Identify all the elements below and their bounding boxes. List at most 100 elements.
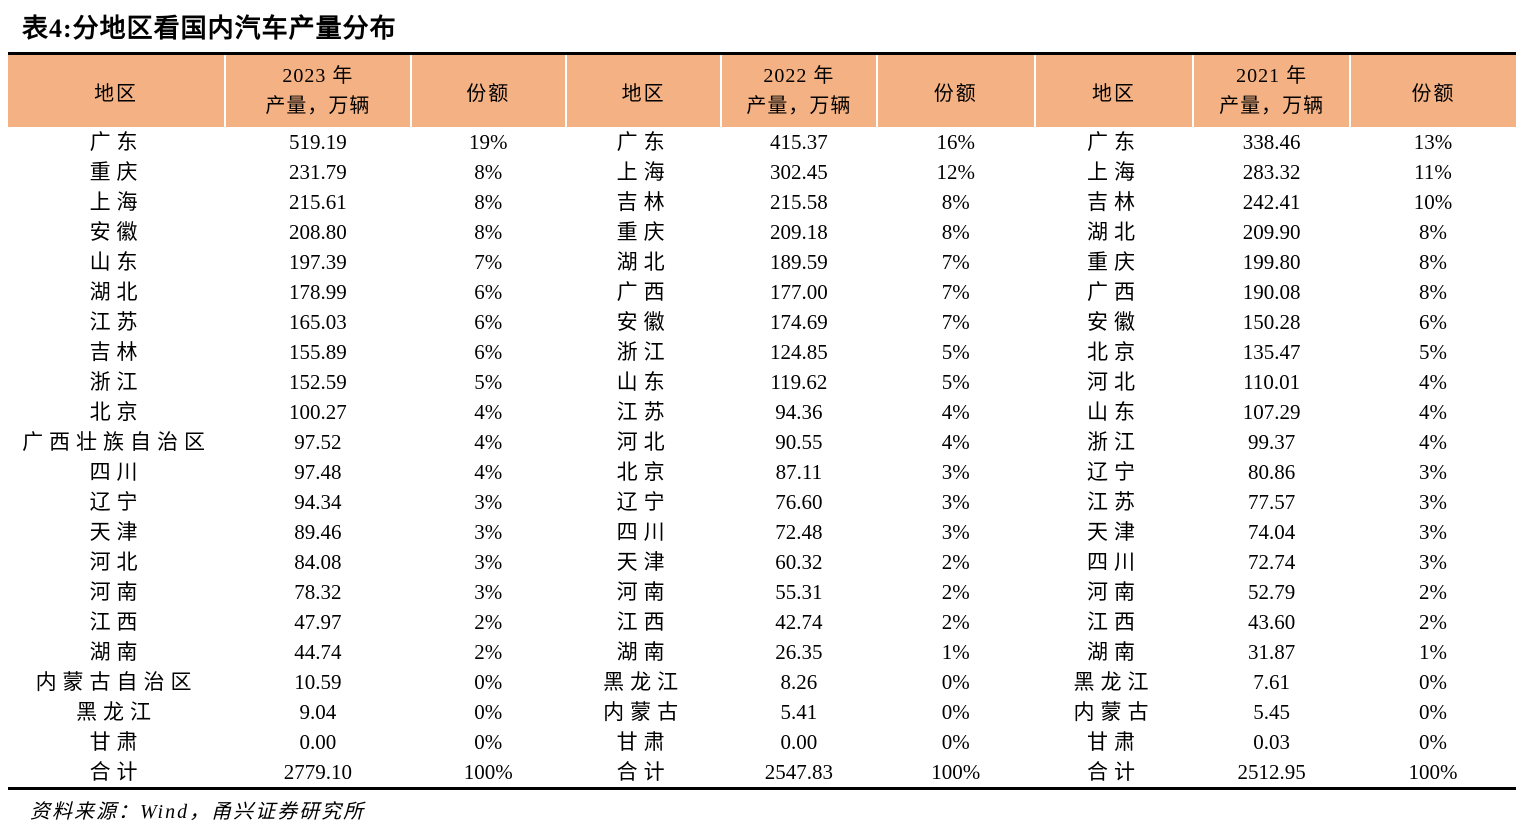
production-cell: 2547.83 [764, 760, 834, 784]
table-row: 湖北 178.99 6% 广西 177.00 7% 广西 190.08 8% [8, 277, 1516, 307]
production-cell: 99.37 [1247, 430, 1296, 454]
production-cell: 119.62 [770, 370, 828, 394]
region-cell: 上海 [616, 160, 671, 184]
region-cell: 黑龙江 [1073, 670, 1155, 694]
region-cell: 内蒙古自治区 [35, 670, 198, 694]
share-cell: 0% [1419, 700, 1448, 724]
production-cell: 2779.10 [283, 760, 352, 784]
table-body: 广东 519.19 19% 广东 415.37 16% 广东 338.46 13% 重庆 231.7… [8, 127, 1516, 789]
share-cell: 2% [941, 550, 970, 574]
region-cell: 辽宁 [89, 490, 144, 514]
header-share-2021: 份额 [1349, 53, 1516, 127]
region-cell: 内蒙古 [1073, 700, 1155, 724]
share-cell: 7% [941, 280, 970, 304]
share-cell: 8% [1419, 250, 1448, 274]
share-cell: 4% [1419, 400, 1448, 424]
region-cell: 广东 [1087, 130, 1142, 154]
production-cell: 8.26 [780, 670, 818, 694]
production-cell: 0.00 [780, 730, 818, 754]
table-row: 安徽 208.80 8% 重庆 209.18 8% 湖北 209.90 8% [8, 217, 1516, 247]
region-cell: 重庆 [89, 160, 144, 184]
region-cell: 河南 [89, 580, 144, 604]
production-cell: 283.32 [1242, 160, 1301, 184]
share-cell: 1% [1419, 640, 1448, 664]
region-cell: 天津 [616, 550, 671, 574]
production-cell: 338.46 [1242, 130, 1301, 154]
share-cell: 4% [941, 430, 970, 454]
production-cell: 26.35 [775, 640, 823, 664]
region-cell: 黑龙江 [76, 700, 158, 724]
share-cell: 1% [941, 640, 970, 664]
share-cell: 2% [474, 610, 503, 634]
header-production-2022: 2022 年 产量，万辆 [720, 53, 877, 127]
share-cell: 0% [474, 670, 503, 694]
table-row: 上海 215.61 8% 吉林 215.58 8% 吉林 242.41 10% [8, 187, 1516, 217]
share-cell: 5% [941, 370, 970, 394]
table-row: 甘肃 0.00 0% 甘肃 0.00 0% 甘肃 0.03 0% [8, 727, 1516, 757]
region-cell: 河北 [616, 430, 671, 454]
production-cell: 165.03 [289, 310, 347, 334]
header-row: 地区 2023 年 产量，万辆 份额 地区 2022 年 产量，万辆 份额 地区… [8, 53, 1516, 127]
production-cell: 80.86 [1247, 460, 1296, 484]
production-cell: 97.52 [294, 430, 342, 454]
region-cell: 合计 [1087, 760, 1142, 784]
table-title: 表4:分地区看国内汽车产量分布 [22, 14, 397, 43]
region-cell: 北京 [89, 400, 144, 424]
production-cell: 107.29 [1242, 400, 1301, 424]
region-cell: 江西 [1087, 610, 1142, 634]
region-cell: 江西 [89, 610, 144, 634]
share-cell: 6% [1419, 310, 1448, 334]
share-cell: 100% [1408, 760, 1458, 784]
region-cell: 上海 [1087, 160, 1142, 184]
share-cell: 16% [936, 130, 975, 154]
region-cell: 四川 [89, 460, 144, 484]
header-share-2022: 份额 [875, 53, 1035, 127]
header-region-2022: 地区 [564, 53, 722, 127]
production-cell: 215.58 [770, 190, 828, 214]
share-cell: 2% [474, 640, 503, 664]
region-cell: 浙江 [1087, 430, 1142, 454]
share-cell: 5% [941, 340, 970, 364]
table-row: 重庆 231.79 8% 上海 302.45 12% 上海 283.32 11% [8, 157, 1516, 187]
share-cell: 100% [463, 760, 513, 784]
production-cell: 72.48 [775, 520, 823, 544]
production-cell: 5.45 [1253, 700, 1290, 724]
header-year-line: 2022 年 [763, 65, 835, 87]
header-unit-line: 产量，万辆 [265, 95, 371, 117]
table-row: 辽宁 94.34 3% 辽宁 76.60 3% 江苏 77.57 3% [8, 487, 1516, 517]
production-cell: 90.55 [775, 430, 823, 454]
production-cell: 519.19 [289, 130, 347, 154]
header-share-2023: 份额 [409, 53, 566, 127]
region-cell: 广东 [89, 130, 144, 154]
region-cell: 山东 [616, 370, 671, 394]
share-cell: 2% [941, 610, 970, 634]
production-cell: 209.18 [770, 220, 828, 244]
share-cell: 5% [474, 370, 503, 394]
region-cell: 天津 [89, 520, 144, 544]
share-cell: 5% [1419, 340, 1448, 364]
share-cell: 2% [941, 580, 970, 604]
region-cell: 湖北 [89, 280, 144, 304]
share-cell: 3% [941, 460, 970, 484]
table-row: 河北 84.08 3% 天津 60.32 2% 四川 72.74 3% [8, 547, 1516, 577]
share-cell: 11% [1414, 160, 1452, 184]
region-cell: 江苏 [616, 400, 671, 424]
region-cell: 安徽 [1087, 310, 1142, 334]
production-cell: 97.48 [294, 460, 342, 484]
share-cell: 4% [474, 430, 503, 454]
production-cell: 42.74 [775, 610, 823, 634]
production-cell: 302.45 [770, 160, 828, 184]
region-cell: 重庆 [1087, 250, 1142, 274]
table-header: 地区 2023 年 产量，万辆 份额 地区 2022 年 产量，万辆 份额 地区… [8, 53, 1516, 127]
share-cell: 2% [1419, 610, 1448, 634]
production-cell: 0.03 [1253, 730, 1290, 754]
header-region-2021: 地区 [1033, 53, 1194, 127]
region-cell: 河北 [1087, 370, 1142, 394]
region-cell: 四川 [616, 520, 671, 544]
region-cell: 山东 [1087, 400, 1142, 424]
region-cell: 山东 [89, 250, 144, 274]
production-cell: 174.69 [770, 310, 828, 334]
share-cell: 0% [941, 730, 970, 754]
production-cell: 208.80 [289, 220, 347, 244]
region-cell: 湖北 [1087, 220, 1142, 244]
